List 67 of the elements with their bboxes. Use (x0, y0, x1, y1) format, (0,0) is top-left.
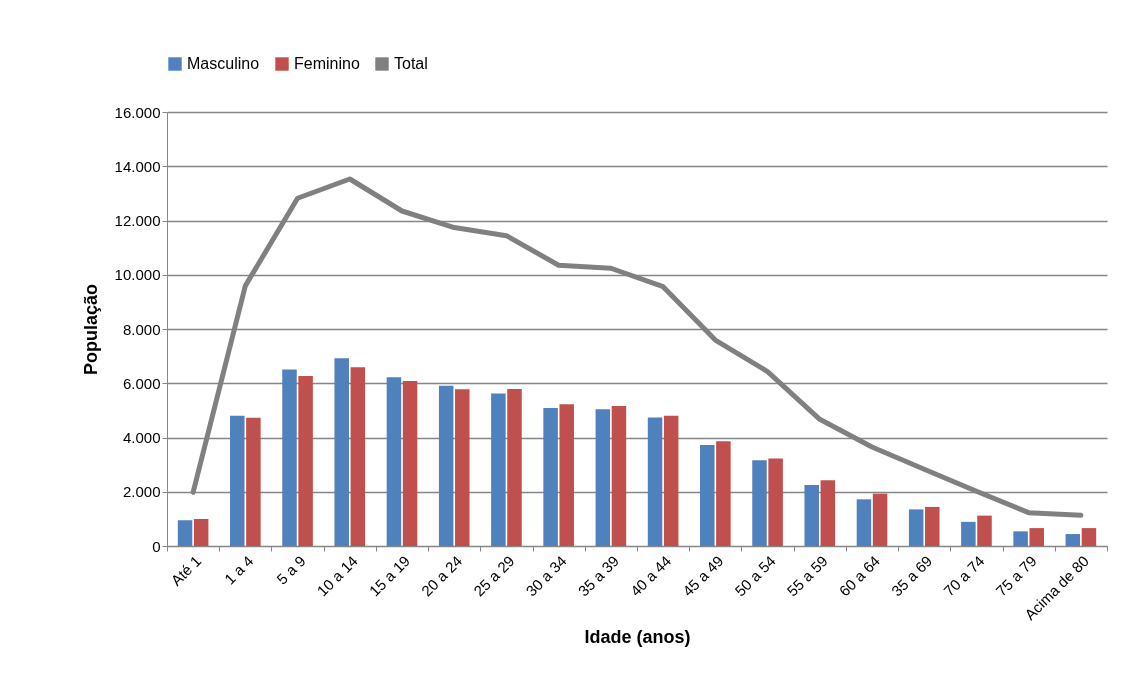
x-tick-label: 35 a 39 (574, 552, 622, 600)
bar (611, 406, 627, 546)
x-tick-label: 35 a 69 (887, 552, 936, 600)
legend-label: Total (394, 55, 428, 72)
x-tick-label: 45 a 49 (679, 552, 727, 600)
bar (804, 484, 819, 546)
bar (1013, 531, 1028, 546)
bar (246, 417, 261, 546)
x-tick-label: 15 a 19 (365, 552, 414, 600)
x-tick-label: 30 a 34 (522, 552, 570, 600)
bar (402, 381, 418, 546)
y-tick-label: 6.000 (122, 374, 161, 392)
y-tick-label: 4.000 (122, 429, 161, 446)
bar (282, 369, 297, 546)
bar (820, 480, 836, 546)
x-tick-label: 75 a 79 (992, 552, 1040, 600)
y-tick-label: 14.000 (114, 157, 161, 175)
bar (386, 377, 402, 546)
bar (491, 393, 506, 546)
legend-label: Feminino (294, 55, 360, 72)
x-axis-title: Idade (anos) (584, 627, 691, 648)
bar (298, 375, 313, 546)
bar (908, 509, 924, 546)
bar (663, 415, 679, 546)
bar (334, 358, 349, 546)
x-tick-label: Até 1 (167, 552, 205, 589)
y-tick-label: 0 (152, 537, 161, 555)
bar (438, 385, 454, 546)
y-axis-title: População (80, 283, 101, 376)
bar (700, 445, 715, 546)
bar (752, 460, 767, 546)
bar (856, 499, 872, 546)
y-tick-label: 2.000 (122, 483, 161, 501)
bar (455, 389, 470, 546)
x-tick-label: 60 a 64 (835, 552, 884, 600)
bar (768, 458, 783, 546)
legend-label: Masculino (187, 55, 260, 72)
bar (647, 417, 663, 546)
y-tick-label: 10.000 (114, 266, 161, 284)
bar (925, 506, 940, 546)
x-tick-label: 5 a 9 (273, 552, 309, 588)
bar (559, 404, 574, 546)
bar (350, 367, 366, 546)
bar (872, 493, 888, 546)
x-tick-label: 1 a 4 (220, 552, 257, 588)
bar (961, 521, 976, 546)
x-tick-label: 50 a 54 (731, 552, 779, 600)
x-tick-label: 20 a 24 (417, 552, 466, 600)
bar (977, 515, 992, 546)
bar (543, 407, 558, 546)
x-tick-label: 10 a 14 (313, 552, 361, 600)
bar (1029, 528, 1044, 546)
bar (1081, 528, 1097, 546)
bar (507, 388, 522, 546)
y-tick-label: 8.000 (122, 320, 161, 338)
bar (1065, 534, 1081, 546)
x-tick-label: 25 a 29 (470, 552, 518, 600)
x-tick-label: 70 a 74 (940, 552, 988, 600)
bar (595, 409, 611, 546)
x-tick-label: 40 a 44 (626, 552, 675, 600)
bar (193, 518, 209, 546)
bar (177, 520, 193, 546)
x-tick-label: 55 a 59 (783, 552, 831, 600)
bar (230, 415, 245, 546)
bar (716, 441, 731, 546)
y-tick-label: 16.000 (114, 103, 161, 121)
y-tick-label: 12.000 (114, 212, 161, 229)
